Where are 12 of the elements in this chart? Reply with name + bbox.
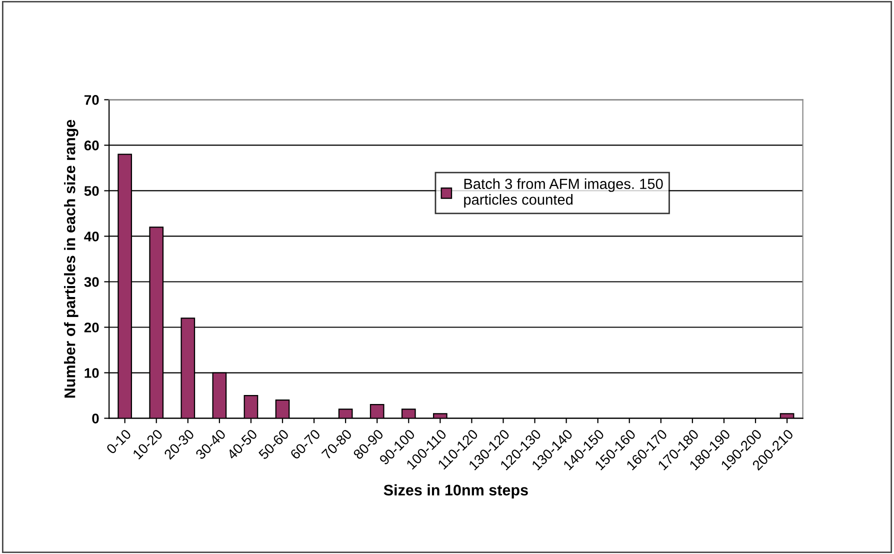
x-tick-label: 0-10 — [106, 428, 132, 454]
y-tick-label: 40 — [84, 232, 99, 242]
y-tick-label: 30 — [84, 277, 99, 287]
y-tick-label: 20 — [84, 322, 99, 332]
x-axis-title: Sizes in 10nm steps — [384, 484, 528, 499]
y-tick-label: 10 — [84, 368, 99, 378]
y-tick-label: 0 — [92, 414, 99, 424]
y-tick-label: 60 — [84, 140, 99, 150]
legend-label: Batch 3 from AFM images. 150 particles counted — [464, 178, 663, 208]
y-axis-title: Number of particles in each size range — [64, 120, 78, 398]
y-tick-label: 50 — [84, 186, 99, 196]
y-tick-label: 70 — [84, 95, 99, 105]
